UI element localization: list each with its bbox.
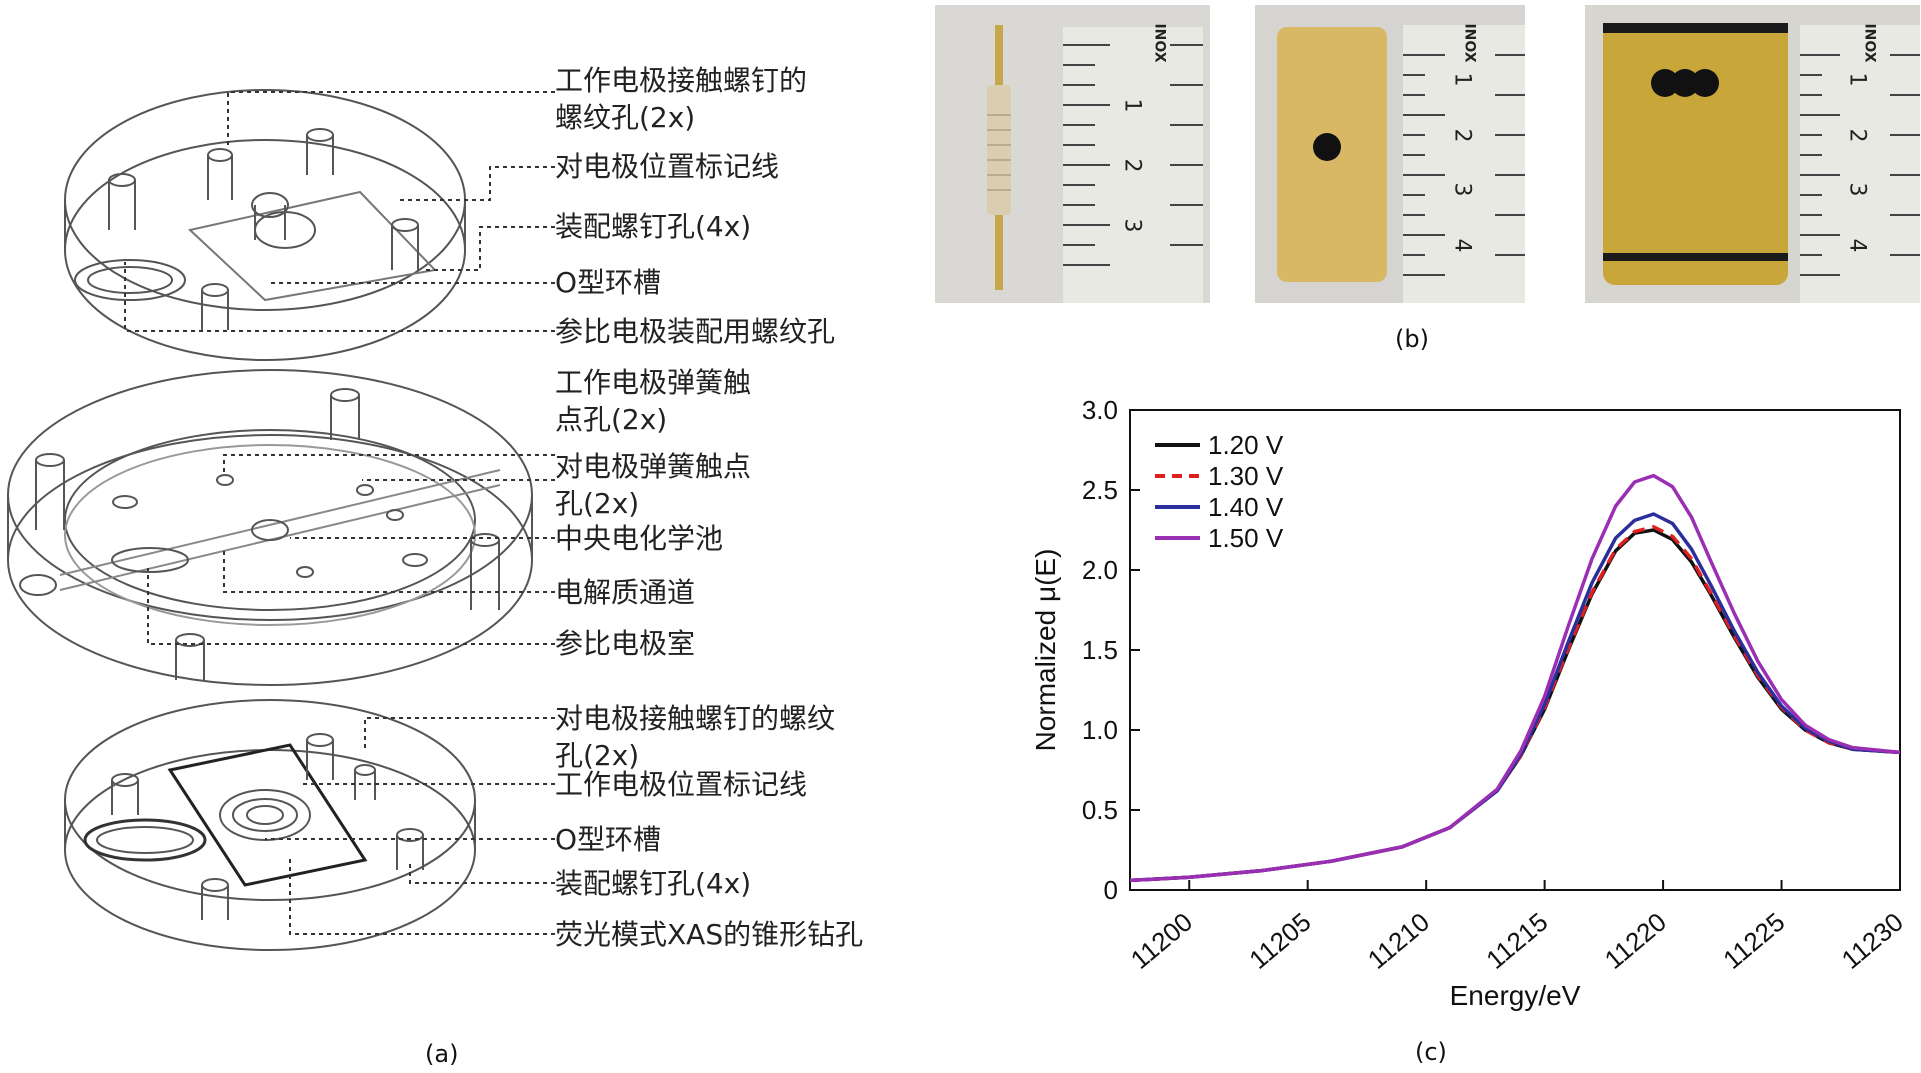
callout-we-position-mark: 工作电极位置标记线 <box>555 768 808 801</box>
y-tick-label: 0 <box>1104 875 1118 905</box>
cell-exploded-diagram: 工作电极接触螺钉的 螺纹孔(2x) 对电极位置标记线 装配螺钉孔(4x) O型环… <box>0 0 920 1069</box>
ruler-tick-label: 1 <box>1844 72 1870 87</box>
legend-label-3: 1.40 V <box>1208 492 1284 522</box>
photo-single-hole-plate: INOX 1 2 3 4 <box>1255 5 1525 303</box>
y-tick-label: 2.5 <box>1082 475 1118 505</box>
caption-b: (b) <box>1395 325 1429 353</box>
y-tick-label: 1.5 <box>1082 635 1118 665</box>
ruler-tick-label: 2 <box>1449 128 1475 143</box>
photo-panel: INOX 1 2 3 INOX 1 2 3 4 <box>920 0 1921 360</box>
photo-spring-pin-art <box>935 5 1210 303</box>
callout-reference-chamber: 参比电极室 <box>555 627 696 660</box>
y-tick-label: 2.0 <box>1082 555 1118 585</box>
xanes-chart: 0 0.5 1.0 1.5 2.0 2.5 3.0 11200 11205 11210 11215 1… <box>1030 395 1909 1011</box>
ruler-tick-label: 3 <box>1119 218 1145 233</box>
ruler-tick-label: 2 <box>1119 158 1145 173</box>
callout-ce-screw-thread: 对电极接触螺钉的螺纹 孔(2x) <box>555 702 836 772</box>
x-tick-label: 11230 <box>1836 907 1909 975</box>
y-tick-label: 3.0 <box>1082 395 1118 425</box>
leader-lines <box>124 91 555 935</box>
photo-double-hole-plate: INOX 1 2 3 4 <box>1585 5 1920 303</box>
callout-o-ring-groove: O型环槽 <box>555 266 662 299</box>
photo-single-hole-plate-art <box>1255 5 1525 303</box>
callout-central-cell: 中央电化学池 <box>555 522 724 555</box>
photo-spring-pin: INOX 1 2 3 <box>935 5 1210 303</box>
x-tick-label: 11210 <box>1362 907 1435 975</box>
caption-c: (c) <box>1415 1038 1447 1066</box>
photo-double-hole-plate-art <box>1585 5 1920 303</box>
legend-label-4: 1.50 V <box>1208 523 1284 553</box>
callout-re-thread-hole: 参比电极装配用螺纹孔 <box>555 315 836 348</box>
y-tick-label: 1.0 <box>1082 715 1118 745</box>
series-line-3 <box>1129 512 1901 883</box>
xanes-chart-panel: 0 0.5 1.0 1.5 2.0 2.5 3.0 11200 11205 11210 11215 1… <box>1000 370 1921 1069</box>
callout-o-ring-groove-bottom: O型环槽 <box>555 823 662 856</box>
ruler-tick-label: 4 <box>1449 238 1475 253</box>
callout-ce-position-mark: 对电极位置标记线 <box>555 150 780 183</box>
callout-tapered-xas-hole: 荧光模式XAS的锥形钻孔 <box>555 918 864 951</box>
ruler-tick-label: 3 <box>1844 182 1870 197</box>
middle-disc <box>7 369 533 686</box>
series-line-4 <box>1129 473 1901 883</box>
cell-drawing <box>7 89 555 951</box>
x-tick-label: 11200 <box>1125 907 1198 975</box>
callout-assembly-holes-bottom: 装配螺钉孔(4x) <box>555 867 752 900</box>
ruler-tick-label: 3 <box>1449 182 1475 197</box>
y-tick-label: 0.5 <box>1082 795 1118 825</box>
top-disc <box>64 89 466 361</box>
legend-label-2: 1.30 V <box>1208 461 1284 491</box>
callout-assembly-holes: 装配螺钉孔(4x) <box>555 210 752 243</box>
ruler-tick-label: 1 <box>1449 72 1475 87</box>
callout-ce-spring-hole: 对电极弹簧触点 孔(2x) <box>555 450 752 520</box>
callout-we-spring-hole: 工作电极弹簧触 点孔(2x) <box>555 366 752 436</box>
legend-label-1: 1.20 V <box>1208 430 1284 460</box>
ruler-tick-label: 4 <box>1844 238 1870 253</box>
ruler-tick-label: 1 <box>1119 98 1145 113</box>
ruler-brand: INOX <box>1151 23 1168 63</box>
x-tick-label: 11225 <box>1717 907 1790 975</box>
x-tick-label: 11205 <box>1243 907 1316 975</box>
x-axis-label: Energy/eV <box>1450 980 1581 1011</box>
bottom-disc <box>64 699 476 951</box>
ruler-tick-label: 2 <box>1844 128 1870 143</box>
ruler-brand: INOX <box>1461 23 1478 63</box>
x-tick-label: 11220 <box>1599 907 1672 975</box>
x-tick-label: 11215 <box>1480 907 1553 975</box>
caption-a: (a) <box>425 1040 459 1068</box>
y-axis-label: Normalized μ(E) <box>1030 549 1061 752</box>
callout-electrolyte-channel: 电解质通道 <box>555 576 696 609</box>
ruler-brand: INOX <box>1861 23 1878 63</box>
callout-we-screw-thread: 工作电极接触螺钉的 螺纹孔(2x) <box>555 64 808 134</box>
